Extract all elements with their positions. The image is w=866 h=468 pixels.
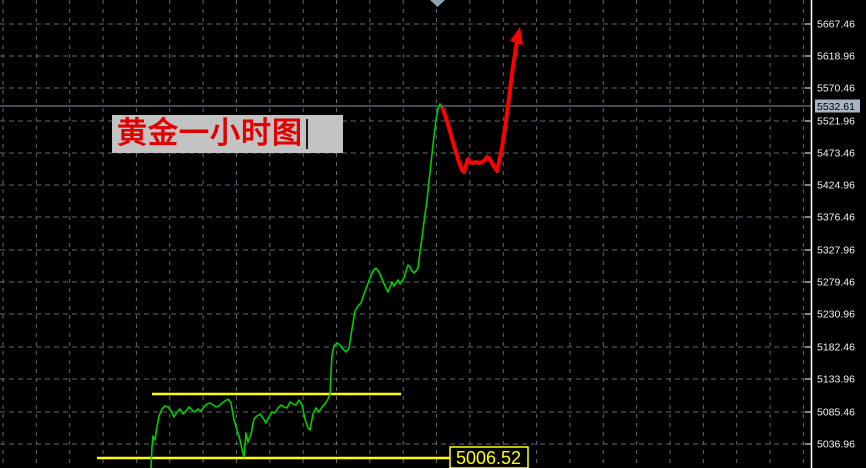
axis-tick-label: 5424.96 xyxy=(817,180,855,192)
support-price-badge[interactable] xyxy=(449,446,529,468)
axis-tick-label: 5133.96 xyxy=(817,374,855,386)
current-price-badge xyxy=(815,99,860,113)
axis-tick-label: 5521.96 xyxy=(817,116,855,128)
title-box-spacer xyxy=(308,115,334,153)
axis-tick-label: 5618.96 xyxy=(817,51,855,63)
price-axis-ticks[interactable]: 5667.46 5618.96 5570.46 5521.96 5473.46 5424.… xyxy=(805,19,855,451)
axis-tick-label: 5085.46 xyxy=(817,407,855,419)
axis-tick-label: 5182.46 xyxy=(817,342,855,354)
text-edit-cursor-icon xyxy=(306,119,308,149)
chart-title-text: 黄金一小时图 xyxy=(117,116,303,151)
axis-tick-label: 5667.46 xyxy=(817,19,855,31)
scroll-to-end-marker-icon[interactable] xyxy=(430,0,445,7)
axis-tick-label: 5036.96 xyxy=(817,439,855,451)
axis-tick-label: 5230.96 xyxy=(817,309,855,321)
axis-tick-label: 5376.46 xyxy=(817,212,855,224)
chart-title-annotation[interactable]: 黄金一小时图 xyxy=(112,115,343,153)
forecast-arrow-line[interactable] xyxy=(441,32,521,174)
grid xyxy=(0,0,812,468)
axis-tick-label: 5327.96 xyxy=(817,245,855,257)
current-price-value: 5532.61 xyxy=(817,101,855,113)
axis-tick-label: 5279.46 xyxy=(817,277,855,289)
forecast-arrowhead-icon[interactable] xyxy=(510,27,523,45)
axis-tick-label: 5570.46 xyxy=(817,83,855,95)
support-price-value: 5006.52 xyxy=(456,448,521,468)
axis-tick-label: 5473.46 xyxy=(817,148,855,160)
price-line-series xyxy=(150,103,444,468)
